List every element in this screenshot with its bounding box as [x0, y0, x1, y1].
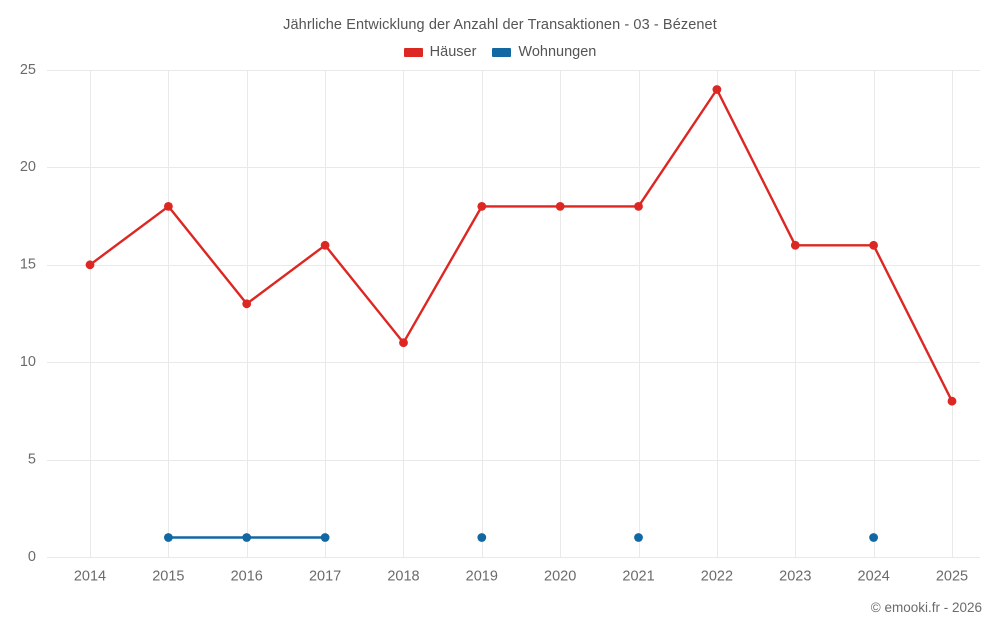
data-point-marker[interactable] — [477, 202, 487, 211]
chart-legend: Häuser Wohnungen — [0, 44, 1000, 60]
data-point-marker[interactable] — [947, 396, 957, 406]
x-axis-tick-label: 2022 — [701, 569, 733, 585]
data-point-marker[interactable] — [242, 299, 252, 309]
data-point-marker[interactable] — [634, 533, 643, 542]
chart-title: Jährliche Entwicklung der Anzahl der Tra… — [283, 17, 717, 33]
data-point-marker[interactable] — [320, 240, 330, 250]
legend-label-hauser: Häuser — [429, 44, 477, 60]
data-point-marker[interactable] — [164, 202, 173, 211]
data-point-marker[interactable] — [634, 202, 643, 211]
x-axis-tick-label: 2024 — [858, 569, 890, 585]
y-axis-tick-label: 5 — [28, 451, 36, 467]
data-series-hauser — [85, 85, 957, 406]
grid-lines — [47, 70, 980, 558]
data-point-marker[interactable] — [242, 533, 252, 542]
x-axis-tick-label: 2014 — [74, 569, 106, 585]
data-point-marker[interactable] — [790, 240, 800, 250]
y-axis-tick-labels: 0 5 10 15 20 25 — [20, 62, 36, 565]
data-point-marker[interactable] — [869, 240, 878, 250]
x-axis-tick-label: 2023 — [779, 569, 811, 585]
x-axis-tick-label: 2018 — [387, 569, 419, 585]
data-series-wohnungen — [164, 533, 878, 542]
x-axis-tick-label: 2016 — [231, 569, 263, 585]
x-axis-tick-label: 2017 — [309, 569, 341, 585]
x-axis-tick-label: 2015 — [152, 569, 184, 585]
data-series-layer — [85, 85, 957, 542]
data-point-marker[interactable] — [555, 202, 565, 211]
data-point-marker[interactable] — [399, 338, 408, 348]
x-axis-tick-label: 2020 — [544, 569, 576, 585]
y-axis-tick-label: 0 — [28, 549, 36, 565]
legend-item-wohnungen[interactable]: Wohnungen — [492, 44, 596, 60]
x-axis-tick-label: 2021 — [622, 569, 654, 585]
y-axis-tick-label: 10 — [20, 354, 36, 370]
copyright-footer: © emooki.fr - 2026 — [870, 600, 982, 615]
legend-color-swatch-hauser — [403, 47, 423, 57]
series-line-segment — [88, 88, 954, 403]
legend-color-swatch-wohnungen — [492, 47, 512, 57]
x-axis-tick-label: 2019 — [466, 569, 498, 585]
data-point-marker[interactable] — [320, 533, 330, 542]
data-point-marker[interactable] — [477, 533, 487, 542]
legend-label-wohnungen: Wohnungen — [518, 44, 597, 60]
data-point-marker[interactable] — [712, 85, 722, 94]
x-axis-tick-labels: 2014 2015 2016 2017 2018 2019 2020 2021 2022 2023… — [74, 569, 968, 585]
y-axis-tick-label: 20 — [20, 159, 36, 175]
y-axis-tick-label: 15 — [20, 257, 36, 273]
data-point-marker[interactable] — [85, 260, 95, 270]
y-axis-tick-label: 25 — [20, 62, 36, 78]
legend-item-hauser[interactable]: Häuser — [403, 44, 477, 60]
x-axis-tick-label: 2025 — [936, 569, 968, 585]
data-point-marker[interactable] — [869, 533, 878, 542]
data-point-marker[interactable] — [164, 533, 173, 542]
